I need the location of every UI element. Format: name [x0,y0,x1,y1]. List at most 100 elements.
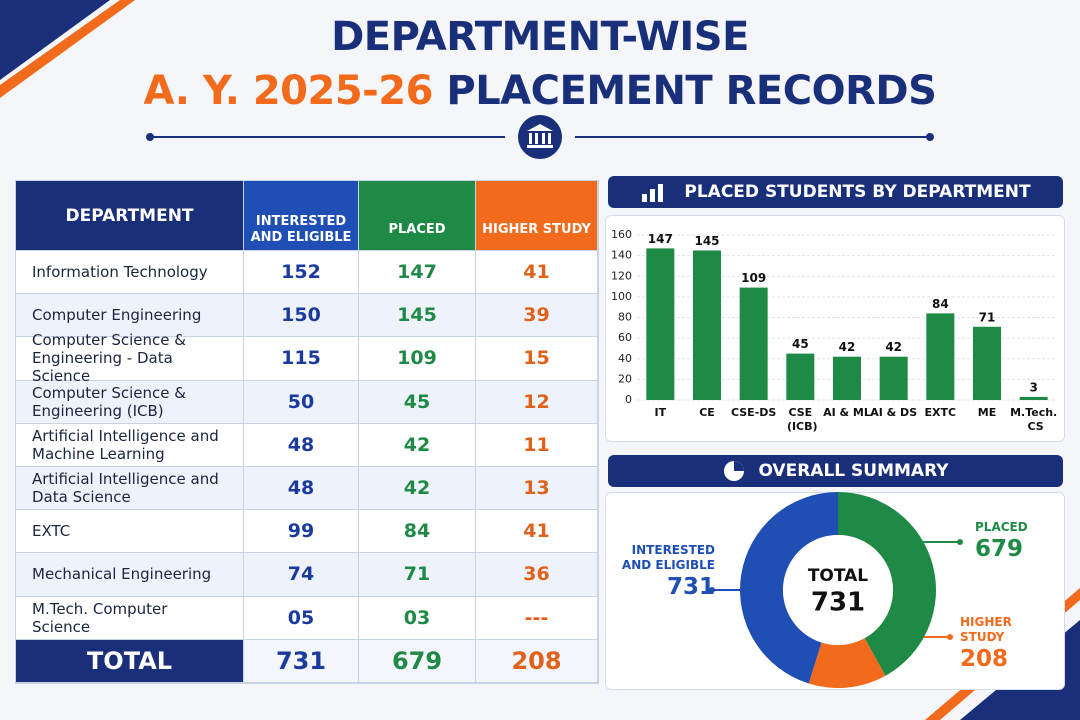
value-label: 145 [694,234,719,248]
value-cell: 145 [359,294,476,338]
value-cell: 36 [476,553,598,597]
department-cell: Artificial Intelligence and Machine Lear… [16,423,244,467]
value-cell: 71 [359,553,476,597]
x-tick-label: CSE (ICB) [783,406,817,433]
value-label: 84 [932,297,949,311]
value-label: 45 [792,337,809,351]
value-cell: 12 [476,380,598,424]
total-cell: 208 [476,639,598,683]
pie-label-value: 679 [975,536,1024,562]
title-highlight: A. Y. 2025-26 [143,68,434,114]
x-tick-label: AI & DS [870,406,917,419]
y-tick-label: 20 [618,372,632,385]
value-label: 147 [648,232,673,246]
title-line-1: DEPARTMENT-WISE [331,14,749,60]
pie-label-value: 731 [666,574,715,600]
x-tick-label: CSE-DS [731,406,776,419]
value-cell: 50 [244,380,359,424]
bar [786,353,815,400]
value-label: 42 [839,340,856,354]
bar-panel [605,215,1065,442]
bar-icon [642,184,664,202]
department-cell: EXTC [16,510,244,554]
value-label: 71 [979,310,996,324]
pie-label-value: 208 [960,646,1009,672]
pie-label: INTERESTED AND ELIGIBLE 731 [615,543,715,601]
column-header: INTERESTED AND ELIGIBLE [244,181,359,251]
bar [879,356,908,400]
value-cell: 74 [244,553,359,597]
pie-label-name: PLACED [975,520,1028,534]
value-cell: 41 [476,510,598,554]
pie-label: PLACED 679 [975,520,1055,563]
value-cell: 13 [476,467,598,511]
bar [646,248,675,400]
y-tick-label: 160 [611,228,632,241]
y-tick-label: 40 [618,352,632,365]
value-cell: 109 [359,337,476,381]
bar [1019,396,1048,400]
value-cell: 150 [244,294,359,338]
pie-label-name: INTERESTED AND ELIGIBLE [621,543,715,572]
total-cell: TOTAL [16,639,244,683]
value-label: 3 [1029,380,1037,394]
value-cell: 42 [359,467,476,511]
value-cell: 152 [244,251,359,295]
bar [926,313,955,400]
table: DEPARTMENT INTERESTED AND ELIGIBLE PLACED H… [15,180,599,684]
center-label: TOTAL [808,566,868,586]
x-tick-label: M.Tech. CS [1010,406,1057,433]
value-cell: 39 [476,294,598,338]
pie-icon [724,461,745,481]
y-tick-label: 80 [618,311,632,324]
total-cell: 731 [244,639,359,683]
y-tick-label: 60 [618,331,632,344]
bar [973,326,1001,400]
bar [833,356,861,400]
bar-title-text: PLACED STUDENTS BY DEPARTMENT [684,182,1031,202]
value-label: 42 [885,340,902,354]
value-label: 109 [741,271,766,285]
y-tick-label: 0 [625,393,632,406]
value-cell: 03 [359,596,476,640]
department-cell: Mechanical Engineering [16,553,244,597]
value-cell: --- [476,596,598,640]
x-tick-label: ME [978,406,996,419]
value-cell: 42 [359,423,476,467]
department-cell: Information Technology [16,251,244,295]
title-rest: PLACEMENT RECORDS [446,68,937,114]
y-tick-label: 140 [611,249,632,262]
value-cell: 05 [244,596,359,640]
value-cell: 84 [359,510,476,554]
department-cell: Computer Engineering [16,294,244,338]
pie-label-name: HIGHER STUDY [960,615,1012,644]
donut-slice [740,492,838,684]
bar-title: PLACED STUDENTS BY DEPARTMENT [608,176,1063,208]
x-tick-label: AI & ML [823,406,871,419]
x-tick-label: IT [655,406,667,419]
department-cell: Computer Science & Engineering - Data Sc… [16,331,244,385]
bar-chart: 0 20 40 60 80 100 120 140 160 147 IT 145 CE 109 CSE-DS… [611,228,1057,433]
center-value: 731 [811,588,865,618]
department-cell: M.Tech. Computer Science [16,596,244,640]
value-cell: 99 [244,510,359,554]
bar [739,287,768,400]
donut-slice [838,492,936,676]
column-header: PLACED [359,181,476,251]
title-line-2: A. Y. 2025-26 PLACEMENT RECORDS [0,68,1080,114]
department-cell: Computer Science & Engineering (ICB) [16,380,244,424]
value-cell: 45 [359,380,476,424]
value-cell: 115 [244,337,359,381]
value-cell: 48 [244,423,359,467]
pie-title: OVERALL SUMMARY [608,455,1063,487]
value-cell: 11 [476,423,598,467]
column-header: DEPARTMENT [16,181,244,251]
y-tick-label: 100 [611,290,632,303]
y-tick-label: 120 [611,269,632,282]
donut-slice [808,638,886,688]
department-cell: Artificial Intelligence and Data Science [16,467,244,511]
bar [693,250,721,400]
donut-hole [783,535,893,645]
